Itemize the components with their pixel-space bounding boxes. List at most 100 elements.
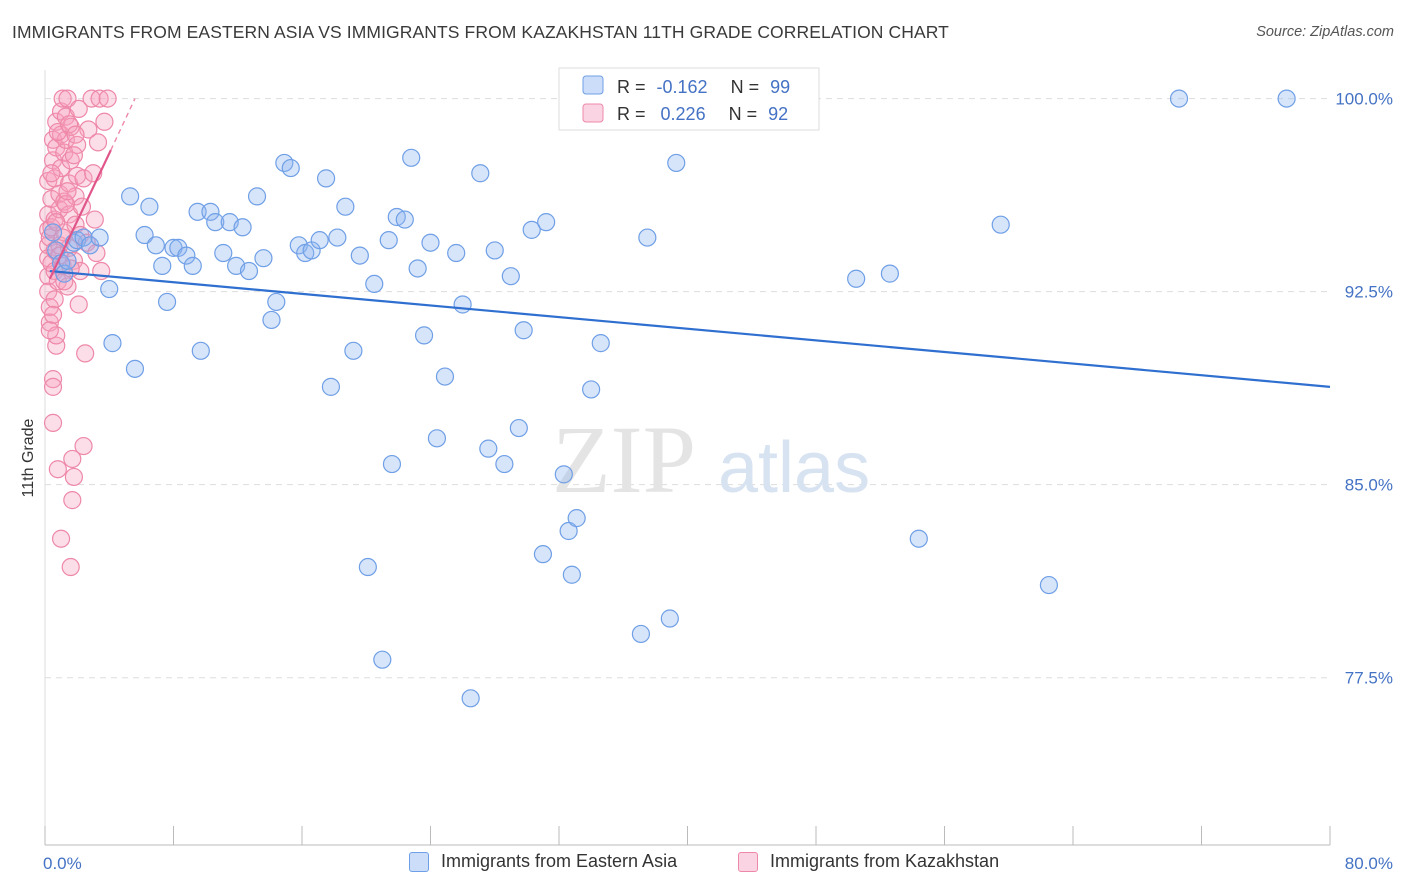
- trend-line-kazakhstan: [48, 149, 112, 280]
- eastern-asia-point-47: [350, 246, 369, 265]
- eastern-asia-point-71: [522, 220, 541, 239]
- eastern-asia-point-68: [501, 267, 520, 286]
- kazakhstan-point-17: [43, 413, 63, 432]
- eastern-asia-point-37: [281, 158, 300, 178]
- eastern-asia-point-59: [427, 429, 447, 448]
- eastern-asia-point-72: [537, 213, 556, 232]
- kazakhstan-point-68: [85, 210, 104, 229]
- kazakhstan-point-49: [63, 491, 82, 510]
- eastern-asia-point-76: [562, 565, 581, 584]
- eastern-asia-point-43: [321, 377, 341, 396]
- eastern-asia-point-41: [310, 231, 329, 250]
- eastern-asia-point-45: [336, 197, 355, 216]
- eastern-asia-point-31: [239, 261, 259, 281]
- eastern-asia-point-15: [140, 197, 159, 216]
- source-label: Source: ZipAtlas.com: [1256, 24, 1394, 40]
- eastern-asia-point-85: [880, 264, 899, 283]
- legend-r-value-1: -0.162: [657, 77, 708, 97]
- kazakhstan-point-41: [58, 89, 77, 108]
- kazakhstan-point-34: [53, 89, 72, 108]
- legend-label-kazakhstan: Immigrants from Kazakhstan: [770, 851, 1000, 871]
- eastern-asia-point-22: [183, 256, 202, 275]
- eastern-asia-point-26: [206, 213, 225, 232]
- eastern-asia-point-64: [471, 164, 490, 183]
- kazakhstan-point-74: [98, 89, 117, 108]
- eastern-asia-point-84: [847, 269, 866, 288]
- eastern-asia-point-12: [121, 187, 140, 206]
- legend-r-value-2: 0.226: [661, 104, 706, 124]
- legend-n-label-1: N =: [731, 77, 760, 97]
- eastern-asia-point-42: [316, 169, 336, 188]
- eastern-asia-point-13: [125, 359, 145, 378]
- kazakhstan-point-61: [74, 169, 93, 188]
- eastern-asia-point-34: [262, 310, 281, 330]
- eastern-asia-point-62: [453, 295, 472, 314]
- eastern-asia-point-27: [214, 243, 233, 263]
- eastern-asia-point-78: [582, 380, 601, 399]
- eastern-asia-point-56: [408, 259, 427, 278]
- eastern-asia-point-77: [567, 509, 586, 528]
- eastern-asia-point-16: [146, 236, 165, 255]
- eastern-asia-point-79: [591, 334, 610, 353]
- eastern-asia-point-81: [638, 228, 657, 247]
- eastern-asia-point-75: [559, 521, 578, 541]
- eastern-asia-point-65: [479, 439, 498, 458]
- eastern-asia-point-18: [157, 292, 177, 312]
- eastern-asia-point-66: [485, 241, 504, 260]
- x-tick-label-1: 80.0%: [1345, 854, 1393, 873]
- kazakhstan-point-62: [74, 436, 93, 456]
- tick-labels: 77.5% 85.0% 92.5% 100.0% 0.0% 80.0%: [43, 90, 1393, 873]
- eastern-asia-point-25: [201, 202, 220, 221]
- eastern-asia-point-11: [103, 334, 122, 353]
- eastern-asia-point-86: [909, 529, 928, 548]
- eastern-asia-point-74: [554, 465, 573, 484]
- eastern-asia-point-0: [43, 223, 63, 242]
- kazakhstan-point-89: [58, 182, 77, 201]
- eastern-asia-point-53: [382, 454, 402, 474]
- eastern-asia-point-51: [379, 231, 398, 250]
- kazakhstan-point-48: [63, 449, 82, 469]
- eastern-asia-point-8: [80, 236, 100, 255]
- legend-swatch-eastern-asia: [409, 851, 429, 872]
- chart-title: IMMIGRANTS FROM EASTERN ASIA VS IMMIGRAN…: [12, 22, 949, 42]
- y-tick-label-0: 77.5%: [1345, 669, 1393, 688]
- svg-text:R = -0.162 N =: R = -0.162 N = 99: [617, 77, 790, 97]
- eastern-asia-point-54: [395, 210, 414, 229]
- watermark-zip: ZIP: [552, 406, 696, 513]
- eastern-asia-point-67: [495, 454, 514, 474]
- eastern-asia-point-87: [991, 215, 1010, 234]
- y-tick-label-3: 100.0%: [1335, 90, 1393, 109]
- kazakhstan-point-75: [51, 529, 71, 548]
- legend-swatch-kazakhstan: [738, 851, 758, 872]
- eastern-asia-point-90: [1277, 89, 1296, 108]
- eastern-asia-point-49: [365, 274, 384, 294]
- eastern-asia-point-80: [631, 624, 651, 644]
- eastern-asia-point-63: [461, 689, 480, 708]
- watermark-atlas: atlas: [718, 428, 870, 508]
- grid-lines: [45, 98, 1330, 679]
- eastern-asia-point-82: [660, 609, 679, 628]
- y-axis-label: 11th Grade: [20, 418, 37, 497]
- kazakhstan-point-90: [64, 146, 84, 165]
- legend-r-label-2: R =: [617, 104, 646, 124]
- eastern-asia-point-57: [414, 326, 434, 345]
- axes: [44, 70, 1331, 846]
- eastern-asia-point-89: [1169, 89, 1189, 108]
- kazakhstan-point-73: [95, 112, 114, 131]
- y-tick-label-1: 85.0%: [1345, 476, 1393, 495]
- eastern-asia-point-70: [514, 321, 533, 340]
- kazakhstan-point-76: [61, 557, 80, 577]
- eastern-asia-point-24: [191, 341, 210, 360]
- eastern-asia-point-73: [533, 545, 553, 564]
- x-tick-label-0: 0.0%: [43, 854, 82, 873]
- kazakhstan-point-31: [51, 158, 71, 178]
- eastern-asia-point-32: [247, 187, 267, 206]
- eastern-asia-point-44: [328, 228, 347, 247]
- eastern-asia-point-17: [153, 256, 172, 275]
- eastern-asia-point-61: [447, 243, 466, 263]
- legend-n-value-1: 99: [770, 77, 790, 97]
- svg-text:R = 0.226 N =: R = 0.226 N = 92: [617, 104, 788, 124]
- legend-r-label-1: R =: [617, 77, 646, 97]
- eastern-asia-point-60: [435, 367, 455, 386]
